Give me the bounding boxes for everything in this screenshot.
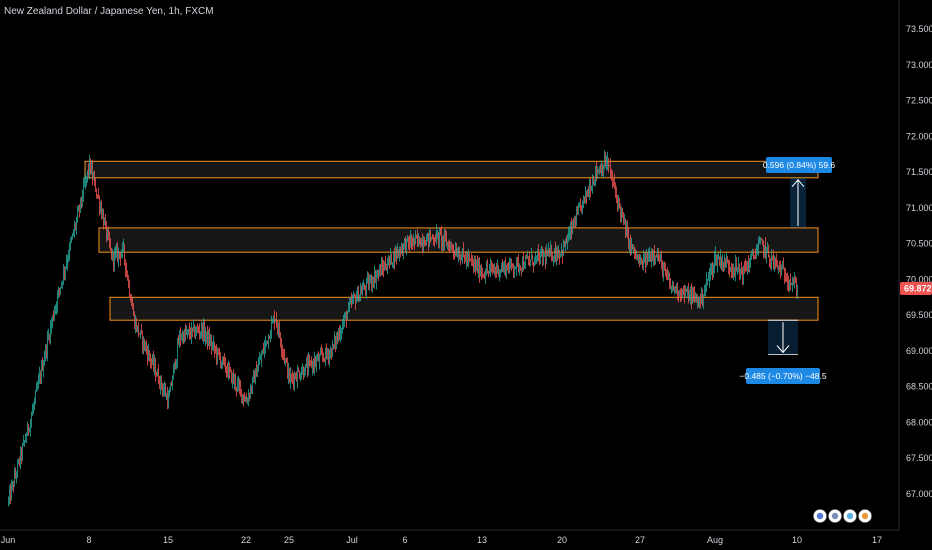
drawing-tool-icons[interactable] xyxy=(813,509,872,523)
support-resistance-zone[interactable] xyxy=(109,296,819,321)
price-tick-label: 71.000 xyxy=(906,203,932,213)
price-tick-label: 73.000 xyxy=(906,60,932,70)
svg-text:69.872: 69.872 xyxy=(904,284,932,294)
time-tick-label: 15 xyxy=(163,535,173,545)
avatar-icon-1-inner xyxy=(816,512,824,520)
time-tick-label: 6 xyxy=(402,535,407,545)
measure-up-label-box xyxy=(766,157,832,173)
measure-layer: 0.596 (0.84%) 59.6 −0.485 (−0.70%) −48.5 xyxy=(739,157,835,384)
chart-title: New Zealand Dollar / Japanese Yen, 1h, F… xyxy=(4,6,214,17)
arrow-down-icon xyxy=(776,345,790,354)
price-tick-label: 72.000 xyxy=(906,131,932,141)
price-tick-label: 68.500 xyxy=(906,382,932,392)
price-tick-label: 67.000 xyxy=(906,489,932,499)
time-tick-label: Jul xyxy=(346,535,358,545)
price-axis[interactable]: 67.000 67.500 68.000 68.500 69.000 69.500 70.0… xyxy=(906,24,932,499)
time-tick-label: 10 xyxy=(792,535,802,545)
time-axis[interactable]: Jun 8 15 22 25 Jul 6 13 20 27 Aug 10 17 xyxy=(1,535,882,545)
price-tick-label: 73.500 xyxy=(906,24,932,34)
candles-layer xyxy=(8,150,798,507)
price-tick-label: 69.000 xyxy=(906,346,932,356)
time-tick-label: 13 xyxy=(477,535,487,545)
price-tick-label: 68.000 xyxy=(906,418,932,428)
price-tick-label: 71.500 xyxy=(906,167,932,177)
avatar-icon-3-inner xyxy=(846,512,854,520)
current-price-tag: 69.872 xyxy=(900,282,932,295)
price-tick-label: 72.500 xyxy=(906,96,932,106)
avatar-icon-4-inner xyxy=(861,512,869,520)
price-tick-label: 67.500 xyxy=(906,453,932,463)
arrow-up-icon xyxy=(791,179,805,188)
time-tick-label: 27 xyxy=(635,535,645,545)
time-tick-label: Aug xyxy=(707,535,723,545)
time-tick-label: 17 xyxy=(872,535,882,545)
price-tick-label: 70.000 xyxy=(906,274,932,284)
time-tick-label: 8 xyxy=(86,535,91,545)
avatar-icon-2-inner xyxy=(831,512,839,520)
price-tick-label: 70.500 xyxy=(906,239,932,249)
measure-down-label: −0.485 (−0.70%) −48.5 xyxy=(739,371,826,381)
measure-up-label: 0.596 (0.84%) 59.6 xyxy=(763,160,836,170)
time-tick-label: 25 xyxy=(284,535,294,545)
time-tick-label: Jun xyxy=(1,535,16,545)
time-tick-label: 20 xyxy=(557,535,567,545)
measure-down-label-box xyxy=(746,368,820,384)
support-resistance-zone[interactable] xyxy=(84,160,819,179)
price-tick-label: 69.500 xyxy=(906,310,932,320)
time-tick-label: 22 xyxy=(241,535,251,545)
